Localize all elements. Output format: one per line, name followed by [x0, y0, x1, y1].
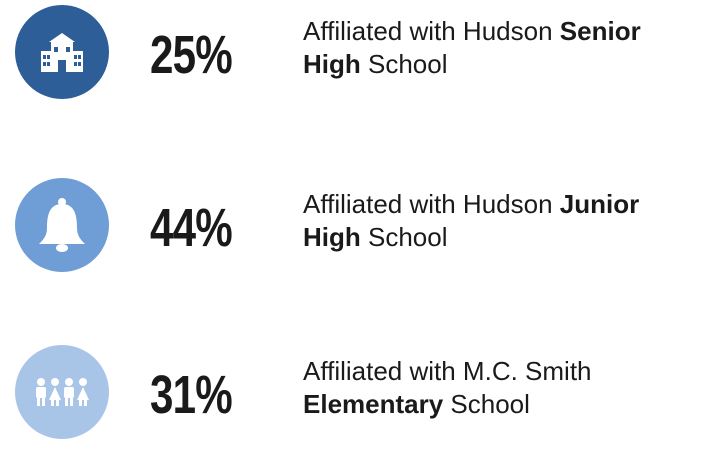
percentage: 31% — [150, 365, 233, 425]
bell-icon — [15, 178, 109, 272]
bold-text: Elementary — [303, 389, 444, 419]
text: School — [360, 49, 448, 79]
description: Affiliated with Hudson Junior High School — [303, 188, 639, 254]
text: Affiliated with Hudson — [303, 16, 560, 46]
description: Affiliated with Hudson Senior High School — [303, 15, 641, 81]
description-line: High School — [303, 48, 641, 81]
description-line: Affiliated with Hudson Junior — [303, 188, 639, 221]
text: School — [443, 389, 530, 419]
description-line: Affiliated with M.C. Smith — [303, 355, 592, 388]
stat-row: 31% Affiliated with M.C. Smith Elementary… — [0, 345, 707, 455]
bold-text: Senior — [559, 16, 641, 46]
stat-row: 44% Affiliated with Hudson Junior High Sc… — [0, 178, 707, 288]
percentage: 44% — [150, 198, 233, 258]
text: Affiliated with Hudson — [303, 189, 560, 219]
description-line: Affiliated with Hudson Senior — [303, 15, 641, 48]
children-icon — [15, 345, 109, 439]
infographic: {"items": [ {"value": "25%", "lines": [[… — [0, 5, 707, 439]
bold-text: Junior — [559, 189, 640, 219]
percentage: 25% — [150, 25, 233, 85]
bold-text: High — [303, 49, 361, 79]
description-line: Elementary School — [303, 388, 592, 421]
school-icon — [15, 5, 109, 99]
description-line: High School — [303, 221, 639, 254]
description: Affiliated with M.C. Smith Elementary Sch… — [303, 355, 592, 421]
text: Affiliated with M.C. Smith — [303, 356, 592, 386]
stat-row: 25% Affiliated with Hudson Senior High Sc… — [0, 5, 707, 115]
bold-text: High — [303, 222, 361, 252]
text: School — [360, 222, 448, 252]
